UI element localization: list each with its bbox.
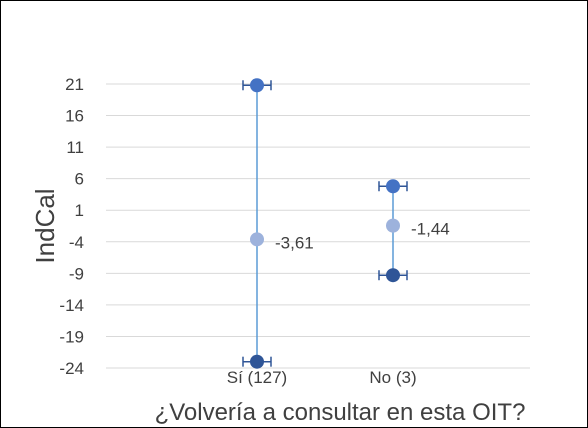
x-ticks: Sí (127) No (3) (227, 368, 417, 387)
data-labels: -3,61 -1,44 (275, 220, 450, 253)
y-tick-label: -14 (59, 296, 84, 315)
y-axis-label: IndCal (30, 188, 60, 263)
y-ticks: 21 16 11 6 1 -4 -9 -14 -19 -24 (59, 75, 84, 378)
y-tick-label: 16 (65, 107, 84, 126)
marks (242, 78, 408, 369)
lower-point (250, 354, 264, 369)
lower-point (386, 268, 400, 283)
y-tick-label: -4 (69, 233, 84, 252)
upper-point (250, 78, 264, 93)
y-tick-label: 1 (75, 201, 84, 220)
grid (106, 83, 530, 369)
x-tick-label: No (3) (369, 368, 416, 387)
y-tick-label: 11 (66, 138, 84, 157)
y-tick-label: -9 (69, 264, 84, 283)
x-tick-label: Sí (127) (227, 368, 287, 387)
y-tick-label: -24 (59, 359, 84, 378)
mean-data-label: -1,44 (411, 220, 450, 239)
mean-data-label: -3,61 (275, 233, 314, 252)
x-axis-label: ¿Volvería a consultar en esta OIT? (155, 399, 526, 426)
y-tick-label: 6 (75, 170, 84, 189)
upper-point (386, 179, 400, 194)
mean-point (386, 218, 400, 233)
y-tick-label: 21 (65, 75, 84, 94)
mean-point (250, 232, 264, 247)
y-tick-label: -19 (59, 327, 84, 346)
